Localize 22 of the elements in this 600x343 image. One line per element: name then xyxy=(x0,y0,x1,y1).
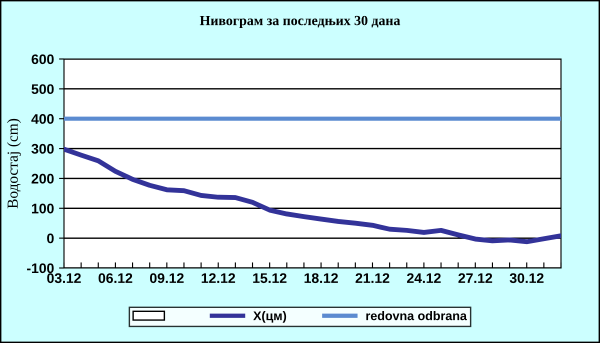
y-axis-title: Водостај (cm) xyxy=(7,118,21,208)
x-tick-label: 12.12 xyxy=(202,273,236,283)
y-tick-label: 100 xyxy=(32,204,54,214)
x-tick-label: 03.12 xyxy=(47,273,81,284)
y-tick-label: 200 xyxy=(32,174,54,184)
y-tick-label: 400 xyxy=(31,114,54,124)
y-tick-label: 500 xyxy=(32,84,54,94)
chart-title: Нивограм за последњих 30 дана xyxy=(200,16,400,28)
x-tick-label: 18.12 xyxy=(304,273,338,284)
x-tick-label: 21.12 xyxy=(356,273,390,283)
x-tick-label: 30.12 xyxy=(510,273,544,284)
x-tick-label: 27.12 xyxy=(458,273,492,283)
x-tick-label: 15.12 xyxy=(253,273,286,284)
legend-label: redovna odbrana xyxy=(366,311,467,320)
x-tick-label: 06.12 xyxy=(98,273,132,284)
y-tick-label: -100 xyxy=(27,263,54,274)
x-tick-label: 24.12 xyxy=(407,273,441,283)
y-tick-label: 300 xyxy=(31,144,54,154)
y-tick-label: 0 xyxy=(47,233,54,244)
y-tick-label: 600 xyxy=(32,54,54,64)
x-tick-label: 09.12 xyxy=(150,273,184,284)
legend-label: X(цм) xyxy=(253,311,286,323)
